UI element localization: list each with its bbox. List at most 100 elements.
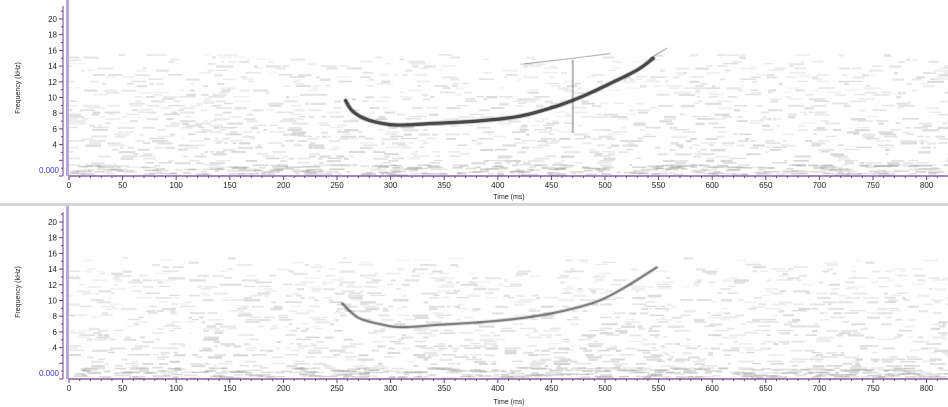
noise-streak bbox=[878, 170, 886, 172]
noise-streak bbox=[822, 172, 835, 175]
noise-streak bbox=[816, 126, 825, 129]
noise-streak bbox=[462, 82, 469, 85]
noise-streak bbox=[695, 171, 705, 174]
noise-streak bbox=[298, 135, 312, 137]
noise-streak bbox=[154, 164, 161, 167]
noise-streak bbox=[183, 374, 199, 376]
noise-streak bbox=[371, 279, 382, 282]
noise-streak bbox=[239, 60, 250, 63]
noise-streak bbox=[360, 274, 376, 277]
noise-streak bbox=[811, 142, 826, 145]
noise-streak bbox=[937, 332, 948, 334]
noise-streak bbox=[783, 133, 794, 136]
noise-streak bbox=[290, 168, 301, 171]
noise-streak bbox=[344, 157, 349, 160]
noise-streak bbox=[90, 80, 100, 83]
noise-streak bbox=[267, 142, 283, 144]
noise-streak bbox=[454, 356, 470, 358]
noise-streak bbox=[395, 166, 404, 169]
noise-streak bbox=[852, 274, 857, 277]
noise-streak bbox=[944, 373, 948, 375]
noise-streak bbox=[893, 370, 907, 372]
noise-streak bbox=[418, 133, 430, 136]
noise-streak bbox=[380, 318, 393, 321]
noise-streak bbox=[662, 376, 671, 379]
noise-streak bbox=[381, 162, 392, 164]
noise-streak bbox=[942, 323, 947, 326]
noise-streak bbox=[897, 60, 905, 64]
noise-streak bbox=[671, 305, 676, 308]
noise-streak bbox=[938, 373, 948, 375]
noise-streak bbox=[636, 349, 651, 352]
noise-streak bbox=[152, 375, 171, 377]
noise-streak bbox=[140, 336, 145, 339]
noise-streak bbox=[480, 169, 489, 171]
noise-streak bbox=[928, 171, 945, 173]
noise-streak bbox=[829, 169, 838, 172]
x-tick-label: 400 bbox=[491, 384, 505, 393]
noise-streak bbox=[888, 299, 898, 302]
noise-streak bbox=[691, 360, 706, 363]
noise-streak bbox=[469, 113, 485, 115]
noise-streak bbox=[296, 288, 304, 291]
noise-streak bbox=[712, 166, 730, 168]
noise-streak bbox=[717, 65, 728, 67]
noise-streak bbox=[815, 113, 830, 116]
noise-streak bbox=[459, 376, 472, 378]
noise-streak bbox=[832, 102, 848, 105]
noise-streak bbox=[630, 268, 638, 271]
noise-streak bbox=[126, 169, 135, 172]
noise-streak bbox=[630, 140, 643, 142]
noise-streak bbox=[833, 272, 837, 275]
noise-streak bbox=[492, 312, 504, 315]
noise-streak bbox=[655, 54, 664, 57]
noise-streak bbox=[621, 126, 626, 129]
noise-streak bbox=[918, 151, 931, 154]
noise-streak bbox=[717, 131, 727, 133]
noise-streak bbox=[799, 76, 811, 78]
noise-streak bbox=[112, 164, 117, 167]
noise-streak bbox=[890, 307, 899, 310]
noise-streak bbox=[577, 87, 582, 90]
noise-streak bbox=[889, 310, 902, 312]
noise-streak bbox=[216, 168, 225, 170]
noise-streak bbox=[369, 111, 375, 114]
noise-streak bbox=[596, 376, 614, 379]
noise-streak bbox=[917, 336, 923, 339]
noise-streak bbox=[844, 159, 854, 162]
noise-streak bbox=[942, 277, 948, 280]
noise-streak bbox=[313, 146, 325, 150]
noise-streak bbox=[302, 375, 318, 377]
noise-streak bbox=[871, 358, 880, 361]
noise-streak bbox=[245, 159, 257, 162]
noise-streak bbox=[85, 164, 101, 167]
noise-streak bbox=[388, 376, 395, 379]
noise-streak bbox=[399, 96, 413, 98]
noise-streak bbox=[786, 87, 800, 90]
noise-streak bbox=[483, 131, 495, 133]
noise-streak bbox=[682, 131, 696, 133]
noise-streak bbox=[428, 305, 445, 308]
noise-streak bbox=[129, 104, 143, 107]
noise-streak bbox=[504, 349, 517, 352]
noise-streak bbox=[191, 371, 209, 374]
noise-streak bbox=[162, 307, 176, 311]
noise-streak bbox=[660, 69, 665, 72]
noise-streak bbox=[752, 266, 766, 269]
noise-streak bbox=[371, 349, 379, 352]
noise-streak bbox=[943, 65, 948, 68]
noise-streak bbox=[554, 334, 562, 336]
noise-streak bbox=[583, 349, 593, 352]
noise-streak bbox=[744, 373, 756, 376]
noise-streak bbox=[465, 98, 476, 100]
noise-streak bbox=[114, 365, 124, 367]
noise-streak bbox=[387, 283, 394, 286]
noise-streak bbox=[939, 137, 948, 140]
noise-streak bbox=[349, 372, 362, 375]
noise-streak bbox=[512, 131, 526, 133]
noise-streak bbox=[533, 96, 550, 98]
noise-streak bbox=[248, 80, 254, 83]
noise-streak bbox=[797, 164, 806, 167]
noise-streak bbox=[746, 351, 755, 354]
noise-streak bbox=[908, 165, 919, 168]
